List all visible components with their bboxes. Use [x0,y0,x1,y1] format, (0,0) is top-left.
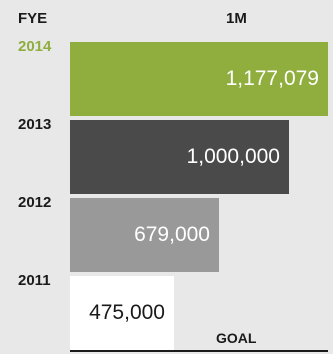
bar-2013: 1,000,000 [70,120,289,194]
year-label-2013: 2013 [18,116,52,133]
year-label-2012: 2012 [18,194,52,211]
bar-value-label-2013: 1,000,000 [186,145,280,168]
target-header: 1M [226,10,247,27]
bar-value-label-2014: 1,177,079 [225,67,319,90]
year-label-2014: 2014 [18,38,52,55]
year-label-2011: 2011 [18,272,51,289]
bar-2014: 1,177,079 [70,42,328,116]
bar-2012: 679,000 [70,198,219,272]
goal-label: GOAL [216,330,257,346]
bar-value-label-2011: 475,000 [89,301,165,324]
bar-value-label-2012: 679,000 [134,223,210,246]
baseline [70,350,328,352]
fye-header: FYE [18,10,48,27]
bar-2011: 475,000 [70,276,174,350]
